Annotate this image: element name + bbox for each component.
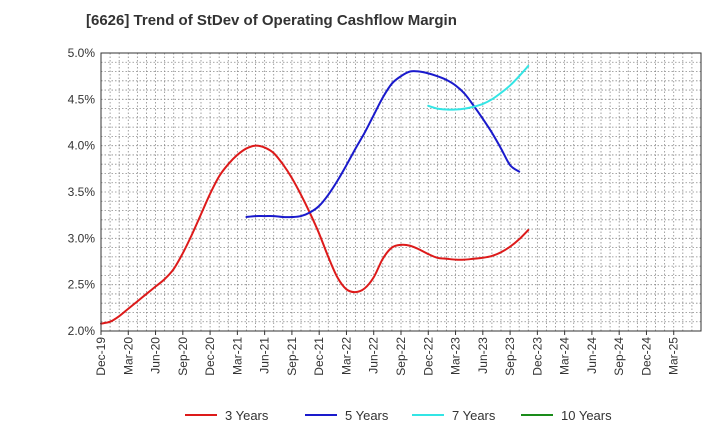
x-tick-label: Sep-23 <box>503 337 517 376</box>
y-tick-label: 2.0% <box>68 324 96 338</box>
x-tick-label: Mar-21 <box>230 337 244 375</box>
x-tick-label: Jun-23 <box>476 337 490 374</box>
y-tick-label: 3.5% <box>68 185 96 199</box>
y-axis-ticks: 2.0% 2.5% 3.0% 3.5% 4.0% 4.5% 5.0% <box>68 46 96 338</box>
x-tick-label: Jun-21 <box>258 337 272 374</box>
chart-title: [6626] Trend of StDev of Operating Cashf… <box>86 12 457 29</box>
x-axis-ticks: Dec-19 Mar-20 Jun-20 Sep-20 Dec-20 Mar-21 Jun-… <box>94 331 681 376</box>
x-tick-label: Sep-24 <box>612 337 626 376</box>
y-tick-label: 4.5% <box>68 92 96 106</box>
plot-area <box>101 53 701 331</box>
y-tick-label: 5.0% <box>68 46 96 60</box>
x-tick-label: Dec-24 <box>639 337 653 376</box>
x-tick-label: Dec-19 <box>94 337 108 376</box>
x-tick-label: Jun-22 <box>367 337 381 374</box>
legend-label: 10 Years <box>561 408 612 423</box>
x-tick-label: Mar-23 <box>449 337 463 375</box>
x-tick-label: Sep-21 <box>285 337 299 376</box>
x-tick-label: Jun-24 <box>585 337 599 374</box>
x-tick-label: Mar-22 <box>339 337 353 375</box>
x-tick-label: Dec-20 <box>203 337 217 376</box>
y-tick-label: 2.5% <box>68 278 96 292</box>
x-tick-label: Sep-22 <box>394 337 408 376</box>
legend-label: 7 Years <box>452 408 496 423</box>
grid-lines <box>101 53 701 331</box>
y-tick-label: 4.0% <box>68 139 96 153</box>
x-tick-label: Mar-24 <box>558 337 572 375</box>
series-layer <box>100 64 530 325</box>
x-tick-label: Dec-21 <box>312 337 326 376</box>
x-tick-label: Jun-20 <box>149 337 163 374</box>
x-tick-label: Sep-20 <box>176 337 190 376</box>
legend: 3 Years 5 Years 7 Years 10 Years <box>185 408 612 423</box>
legend-label: 5 Years <box>345 408 389 423</box>
series-line-1 <box>100 144 530 325</box>
x-tick-label: Dec-22 <box>421 337 435 376</box>
series-line-3 <box>427 64 530 111</box>
legend-label: 3 Years <box>225 408 269 423</box>
x-tick-label: Mar-20 <box>121 337 135 375</box>
y-tick-label: 3.0% <box>68 231 96 245</box>
x-tick-label: Mar-25 <box>667 337 681 375</box>
x-tick-label: Dec-23 <box>530 337 544 376</box>
